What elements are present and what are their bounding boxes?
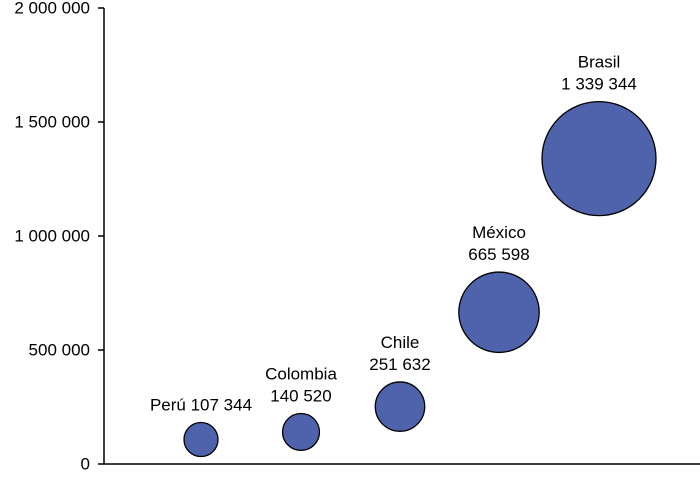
data-label: 665 598	[468, 245, 529, 264]
bubble-peru	[183, 421, 219, 458]
bubble-brasil	[541, 100, 657, 217]
data-label: Perú 107 344	[150, 396, 252, 415]
data-label: Chile	[381, 333, 420, 352]
data-label: Brasil	[578, 53, 621, 72]
y-tick-label: 1 500 000	[14, 113, 90, 132]
data-label: México	[472, 223, 526, 242]
y-axis-ticks: 0 500 000 1 000 000 1 500 000 2 000 000	[14, 0, 104, 474]
y-tick-label: 2 000 000	[14, 0, 90, 18]
y-tick-label: 1 000 000	[14, 227, 90, 246]
bubble-colombia	[281, 412, 321, 452]
data-label: Colombia	[265, 364, 337, 383]
data-label: 1 339 344	[561, 75, 637, 94]
bubble-labels: Perú 107 344 Colombia 140 520 Chile 251 632 M…	[150, 53, 637, 415]
data-label: 251 632	[369, 355, 430, 374]
y-tick-label: 0	[81, 455, 90, 474]
y-tick-label: 500 000	[29, 341, 90, 360]
bubble-chile	[374, 381, 426, 432]
bubbles	[183, 100, 657, 458]
bubble-mexico	[458, 271, 540, 354]
data-label: 140 520	[270, 386, 331, 405]
